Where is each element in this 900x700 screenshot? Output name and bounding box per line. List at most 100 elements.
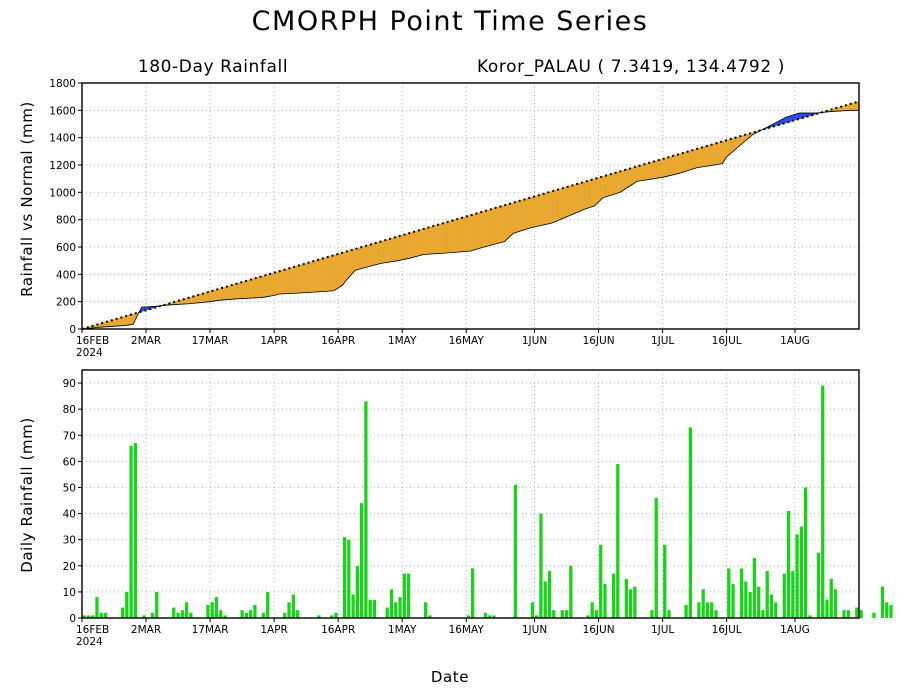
daily-rainfall-bar [129,445,133,618]
daily-rainfall-bar [394,602,398,618]
x-tick-year-label: 2024 [76,636,103,648]
daily-rainfall-bar [249,610,253,618]
daily-rainfall-bar [184,602,189,618]
daily-rainfall-bar [483,612,488,618]
y-tick-label: 400 [56,269,76,281]
daily-rainfall-bar [99,612,103,618]
daily-rainfall-bar [829,578,833,618]
y-tick-label: 30 [63,535,76,547]
daily-rainfall-bar [176,612,180,618]
x-tick-label: 16APR [321,335,355,347]
daily-rainfall-bar [705,602,710,618]
daily-rainfall-bar [765,571,769,618]
daily-rainfall-bar [786,510,791,618]
daily-rainfall-bar [842,610,846,618]
y-tick-label: 0 [69,613,76,625]
daily-rainfall-bar [342,537,347,618]
daily-rainfall-bar [599,544,603,618]
daily-rainfall-bar [795,534,799,618]
daily-rainfall-bar [590,602,594,618]
daily-rainfall-bar [295,610,300,618]
y-tick-label: 50 [63,482,76,494]
daily-rainfall-bar [492,615,496,618]
y-tick-label: 1600 [49,105,76,117]
x-tick-label: 16JUL [712,624,742,636]
x-tick-label: 16FEB [76,335,109,347]
daily-rainfall-bar [560,610,564,618]
daily-rainfall-bar [727,568,731,618]
daily-rainfall-bar [428,615,432,618]
daily-rainfall-bar [206,604,210,618]
daily-rainfall-bar [748,591,752,618]
daily-rainfall-bar [364,401,368,618]
daily-rainfall-bar [471,568,475,618]
y-tick-label: 90 [63,378,76,390]
daily-rainfall-bar [189,612,193,618]
daily-rainfall-bar [667,610,671,618]
daily-rainfall-bar [547,571,552,618]
daily-bars [82,385,893,618]
daily-rainfall-bar [654,497,658,618]
daily-rainfall-bar [855,607,859,618]
x-tick-label: 16MAY [449,335,485,347]
top-grid [82,82,859,329]
daily-rainfall-bar [385,607,389,618]
daily-rainfall-bar [684,604,688,618]
daily-rainfall-bar [219,610,223,618]
x-tick-label: 16MAY [449,624,485,636]
y-tick-label: 70 [63,430,76,442]
daily-rainfall-bar [535,615,539,618]
daily-rainfall-bar [120,607,125,618]
daily-rainfall-bar [633,586,637,618]
daily-rainfall-bar [360,503,364,618]
x-tick-label: 1JUN [522,335,547,347]
daily-rainfall-bar [424,602,428,618]
daily-rainfall-bar [650,610,654,618]
x-tick-label: 17MAR [192,624,229,636]
daily-rainfall-bar [355,565,359,618]
x-axis-label: Date [431,668,469,686]
observed-accumulation-line [81,109,859,330]
daily-rainfall-bar [714,610,718,618]
x-tick-label: 1APR [260,335,288,347]
daily-rainfall-bar [761,610,765,618]
daily-rainfall-bar [214,597,219,618]
x-tick-label: 16FEB [76,624,109,636]
daily-rainfall-bar [872,612,876,618]
y-tick-label: 800 [56,215,76,227]
y-tick-label: 40 [63,509,76,521]
daily-rainfall-bar [91,615,95,618]
daily-rainfall-bar [283,612,287,618]
location-label: Koror_PALAU ( 7.3419, 134.4792 ) [477,57,785,77]
daily-rainfall-bar [330,615,334,618]
daily-rainfall-bar [513,484,517,618]
daily-rainfall-bar [791,571,795,618]
daily-rainfall-bar [261,612,266,618]
daily-rainfall-bar [287,602,291,618]
daily-rainfall-bar [663,544,667,618]
daily-rainfall-bar [223,615,227,618]
y-tick-label: 0 [69,324,76,336]
daily-rainfall-bar [240,610,244,618]
x-tick-label: 1AUG [780,335,810,347]
daily-rainfall-bar [833,589,838,618]
daily-rainfall-bar [603,584,607,618]
daily-rainfall-bar [351,594,355,618]
daily-rainfall-bar [816,552,821,618]
x-tick-label: 17MAR [192,335,229,347]
daily-rainfall-bar [244,612,248,618]
x-tick-label: 1JUN [522,624,547,636]
daily-rainfall-bar [334,612,338,618]
daily-rainfall-bar [586,615,590,618]
daily-rainfall-bar [539,513,543,618]
daily-rainfall-bar [808,615,812,618]
daily-rainfall-bar [739,568,744,618]
y-tick-label: 1800 [49,78,76,90]
daily-rainfall-bar [889,604,893,618]
daily-rainfall-bar [821,385,825,618]
y-tick-label: 1200 [49,160,76,172]
daily-rainfall-bar [731,584,735,618]
daily-rainfall-bar [825,599,829,618]
